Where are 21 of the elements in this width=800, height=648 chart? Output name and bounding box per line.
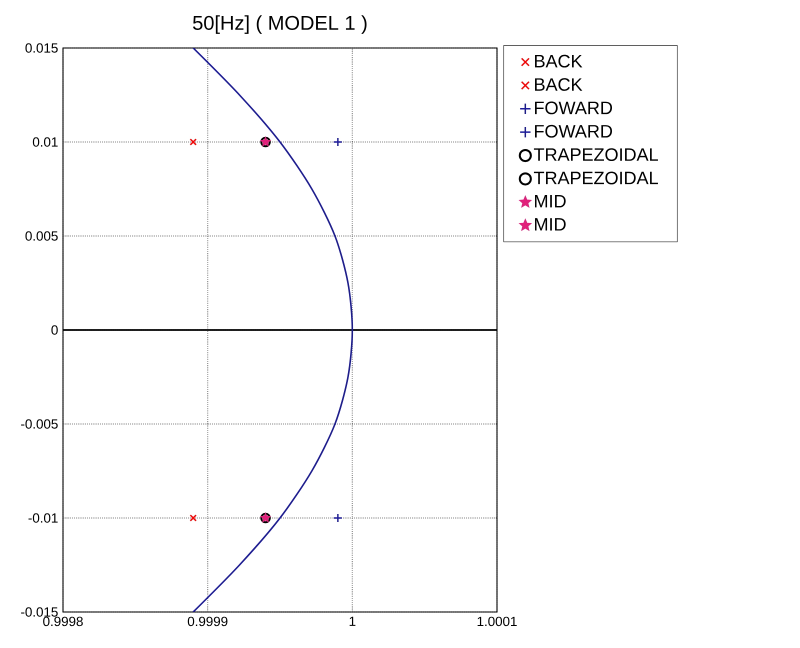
y-tick-label: 0.015 — [25, 43, 58, 53]
legend-label: MID — [535, 194, 566, 208]
legend-label: FOWARD — [535, 102, 612, 114]
x-tick-label: 1.0001 — [478, 616, 517, 626]
legend-label: TRAPEZOIDAL — [534, 172, 658, 184]
line-series — [192, 48, 354, 612]
legend-label: BACK — [535, 54, 582, 68]
legend-label: TRAPEZOIDAL — [534, 148, 658, 161]
x-tick-label: 0.9998 — [43, 616, 83, 626]
legend-label: BACK — [535, 78, 582, 91]
chart-title: 50[Hz] ( MODEL 1 ) — [193, 15, 367, 34]
y-tick-label: -0.005 — [21, 419, 58, 429]
y-tick-label: -0.01 — [28, 513, 58, 523]
x-tick-label: 0.9999 — [188, 616, 228, 626]
legend-label: FOWARD — [535, 124, 612, 138]
x-tick-label: 1 — [350, 616, 356, 626]
legend-label: MID — [535, 218, 566, 231]
y-tick-label: 0.005 — [25, 231, 58, 241]
y-tick-label: 0 — [51, 325, 58, 335]
y-tick-label: -0.015 — [21, 607, 58, 617]
y-tick-label: 0.01 — [32, 137, 58, 147]
